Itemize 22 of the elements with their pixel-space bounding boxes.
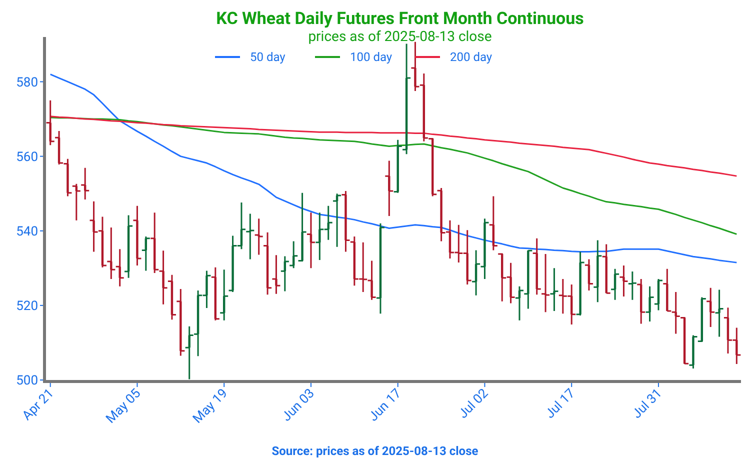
legend-label: 200 day [450,50,492,64]
legend-label: 50 day [250,50,286,64]
x-tick-label: Apr 21 [20,386,58,424]
y-tick-label: 500 [16,374,38,389]
x-tick-label: Jun 17 [366,386,405,425]
legend-label: 100 day [350,50,392,64]
chart-title: KC Wheat Daily Futures Front Month Continuous [216,9,584,29]
x-tick-label: Jul 31 [630,386,666,422]
x-tick-label: May 05 [104,386,144,427]
y-tick-label: 520 [16,298,38,314]
line-series [50,116,738,177]
y-tick-label: 540 [16,224,38,240]
source-note: Source: prices as of 2025-08-13 close [272,444,479,458]
y-tick-label: 580 [16,75,38,90]
x-tick-label: Jul 02 [456,386,492,422]
x-tick-label: May 19 [190,386,231,427]
line-series [50,74,738,264]
x-tick-label: Jun 03 [279,386,318,425]
line-series [50,116,738,235]
x-tick-label: Jul 17 [542,386,578,422]
chart-subtitle: prices as of 2025-08-13 close [308,29,492,45]
y-tick-label: 560 [16,150,38,165]
